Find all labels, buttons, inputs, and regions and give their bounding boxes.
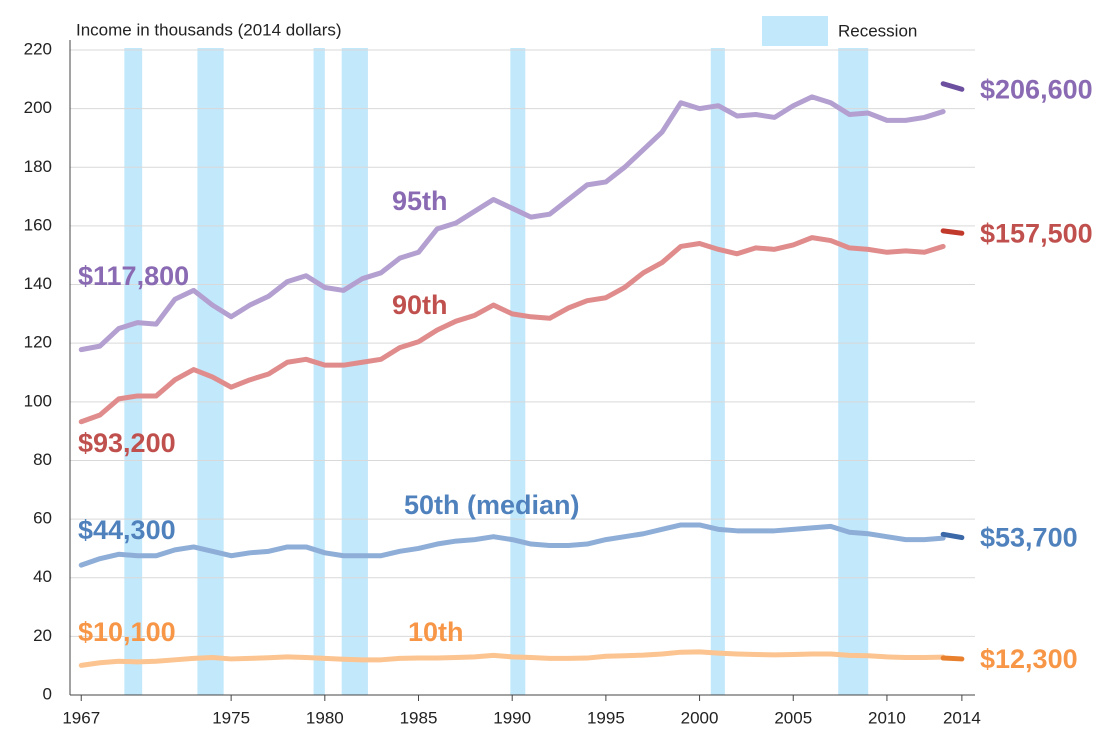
x-tick-label: 2000 [681, 708, 719, 727]
end-segment [940, 655, 965, 662]
y-tick-label: 100 [24, 391, 52, 410]
start-label: $117,800 [78, 261, 189, 291]
end-label: $53,700 [980, 523, 1078, 553]
series-name: 10th [408, 617, 464, 647]
end-segment [940, 81, 965, 92]
end-label: $12,300 [980, 644, 1078, 674]
x-tick-label: 1990 [493, 708, 531, 727]
legend-label: Recession [838, 21, 917, 40]
y-tick-label: 0 [43, 684, 52, 703]
y-tick-label: 200 [24, 98, 52, 117]
recession-band [341, 48, 368, 695]
y-tick-label: 40 [33, 567, 52, 586]
y-tick-label: 180 [24, 157, 52, 176]
chart-title: Income in thousands (2014 dollars) [76, 20, 342, 39]
end-label: $206,600 [980, 74, 1093, 104]
y-tick-label: 120 [24, 333, 52, 352]
series-line [78, 522, 946, 568]
y-tick-label: 20 [33, 626, 52, 645]
x-tick-label: 1975 [212, 708, 250, 727]
legend-swatch [762, 16, 828, 46]
series-line [78, 94, 946, 353]
y-tick-label: 80 [33, 450, 52, 469]
series-line [78, 235, 946, 425]
recession-band [510, 48, 526, 695]
series-line [78, 649, 946, 668]
recession-band [838, 48, 869, 695]
x-tick-label: 1985 [400, 708, 438, 727]
y-tick-label: 160 [24, 215, 52, 234]
x-tick-label: 1967 [62, 708, 100, 727]
end-segment [940, 228, 965, 236]
y-tick-label: 140 [24, 274, 52, 293]
start-label: $10,100 [78, 617, 176, 647]
recession-band [124, 48, 143, 695]
x-tick-label: 1995 [587, 708, 625, 727]
x-tick-label: 1980 [306, 708, 344, 727]
start-label: $93,200 [78, 428, 176, 458]
y-tick-label: 220 [24, 39, 52, 58]
end-segment [940, 531, 965, 541]
x-tick-label: 2005 [774, 708, 812, 727]
series-name: 90th [392, 290, 448, 320]
recession-band [710, 48, 725, 695]
x-tick-label: 2010 [868, 708, 906, 727]
end-label: $157,500 [980, 218, 1093, 248]
recession-band [313, 48, 325, 695]
series-name: 50th (median) [404, 490, 580, 520]
x-tick-label: 2014 [943, 708, 981, 727]
series-name: 95th [392, 186, 448, 216]
start-label: $44,300 [78, 515, 176, 545]
y-tick-label: 60 [33, 509, 52, 528]
